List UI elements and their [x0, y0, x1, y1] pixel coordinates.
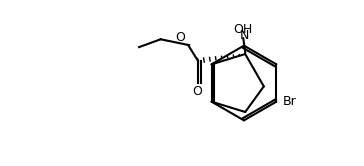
Text: OH: OH: [234, 23, 253, 36]
Text: O: O: [175, 31, 185, 44]
Text: Br: Br: [283, 95, 297, 108]
Text: O: O: [192, 85, 202, 98]
Text: N: N: [239, 29, 249, 42]
